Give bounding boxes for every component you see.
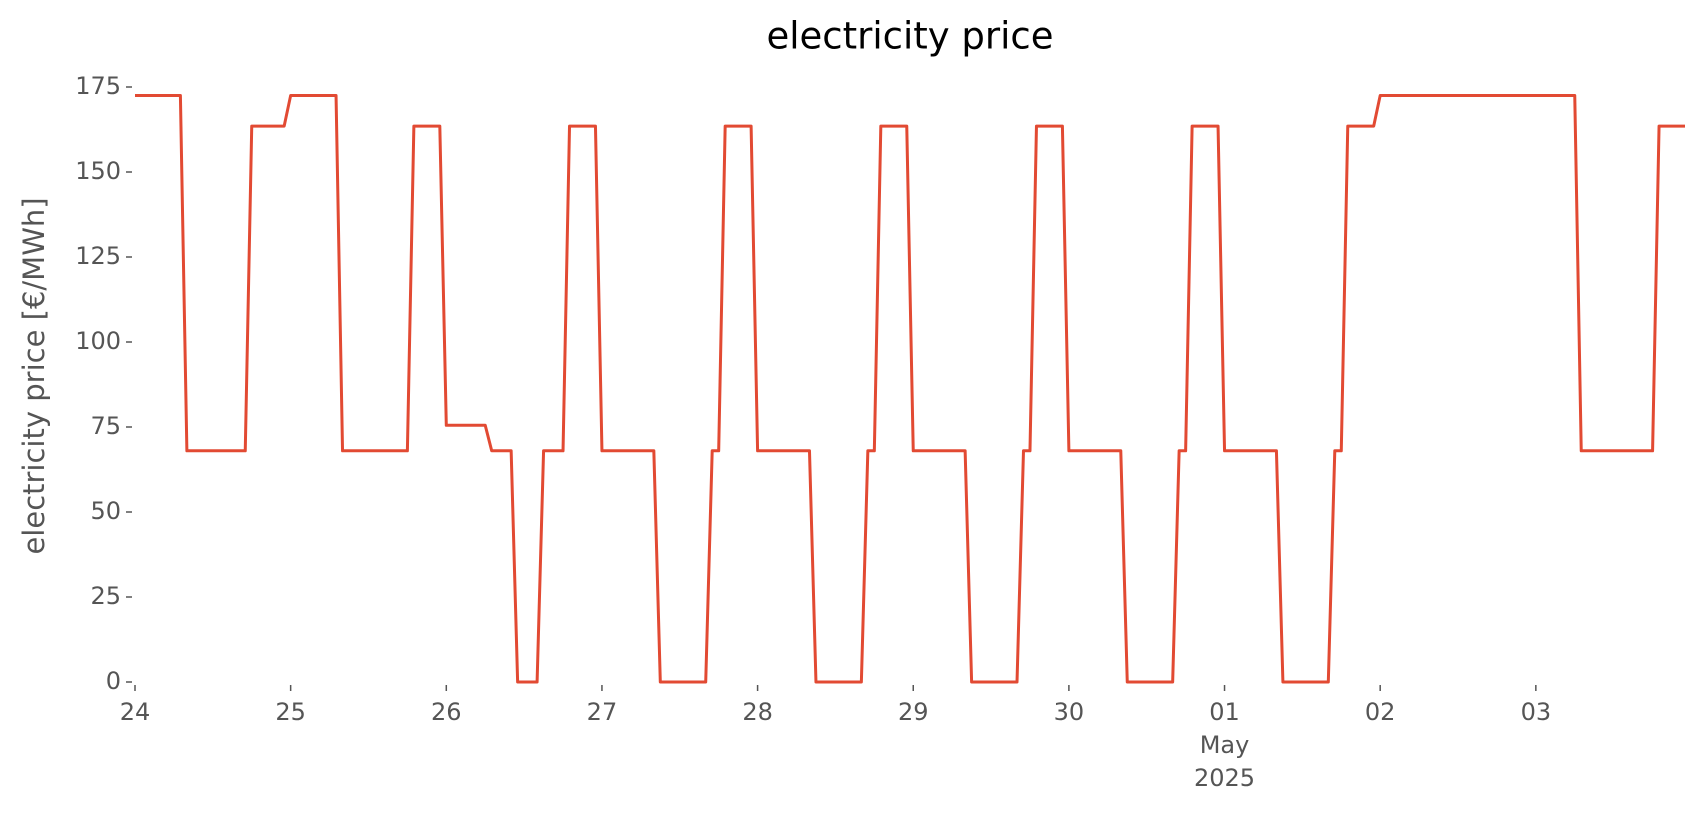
x-tick-label-line: 01 bbox=[1209, 698, 1240, 726]
y-tick-label: 125 bbox=[75, 242, 121, 270]
y-tick-label: 25 bbox=[90, 582, 121, 610]
x-tick-label: 02 bbox=[1365, 698, 1396, 726]
chart-title: electricity price bbox=[766, 15, 1053, 58]
price-line bbox=[135, 94, 1685, 684]
x-tick-label-line: 26 bbox=[431, 698, 462, 726]
x-tick-label: 26 bbox=[431, 698, 462, 726]
x-tick-label: 03 bbox=[1521, 698, 1552, 726]
x-tick-label-line: 29 bbox=[898, 698, 929, 726]
y-tick-label: 50 bbox=[90, 497, 121, 525]
y-tick-label: 175 bbox=[75, 72, 121, 100]
x-tick-label: 01 May 2025 bbox=[1194, 698, 1255, 792]
y-tick-label: 150 bbox=[75, 157, 121, 185]
x-tick-label-line: 28 bbox=[742, 698, 773, 726]
x-tick-label-line: 2025 bbox=[1194, 764, 1255, 792]
x-tick-label-line: 24 bbox=[120, 698, 151, 726]
x-tick-label: 25 bbox=[275, 698, 306, 726]
x-tick-label-line: 03 bbox=[1521, 698, 1552, 726]
x-tick-label-line: 30 bbox=[1054, 698, 1085, 726]
y-tick-label: 75 bbox=[90, 412, 121, 440]
y-tick-label: 100 bbox=[75, 327, 121, 355]
x-tick-label: 27 bbox=[587, 698, 618, 726]
x-tick-label: 29 bbox=[898, 698, 929, 726]
x-tick-label: 28 bbox=[742, 698, 773, 726]
x-tick-label: 30 bbox=[1054, 698, 1085, 726]
y-tick-label: 0 bbox=[106, 667, 121, 695]
x-tick-label-line: May bbox=[1200, 731, 1250, 759]
x-tick-label-line: 02 bbox=[1365, 698, 1396, 726]
x-tick-label-line: 27 bbox=[587, 698, 618, 726]
x-tick-label-line: 25 bbox=[275, 698, 306, 726]
x-tick-label: 24 bbox=[120, 698, 151, 726]
y-axis-label: electricity price [€/MWh] bbox=[17, 197, 51, 554]
